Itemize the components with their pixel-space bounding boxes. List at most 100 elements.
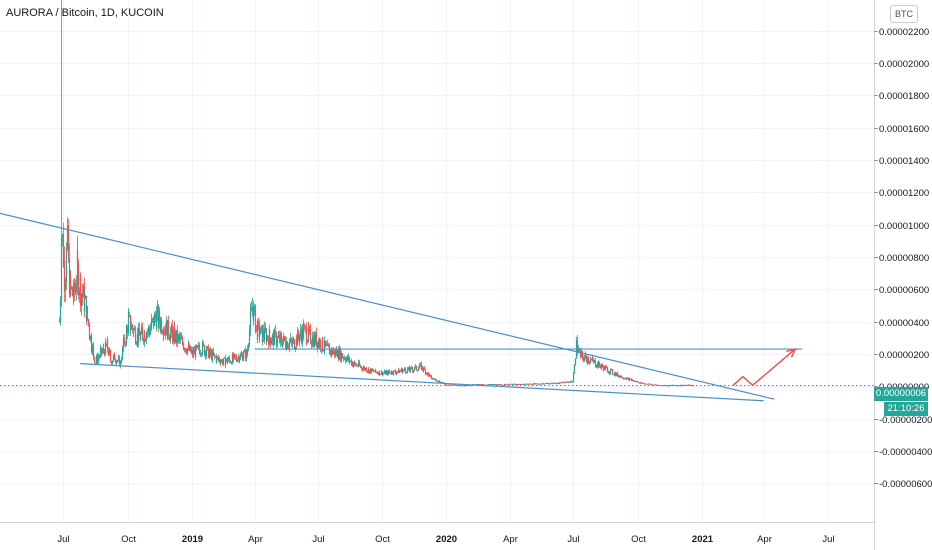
candle-body	[77, 264, 80, 296]
candle-body	[672, 384, 675, 386]
candle-body	[610, 369, 613, 371]
candle-body	[337, 349, 340, 359]
candle-body	[690, 385, 693, 387]
candle-body	[427, 373, 430, 377]
candle-body	[336, 350, 339, 358]
descending-resistance	[0, 212, 775, 400]
candle-body	[599, 365, 602, 368]
candle-body	[419, 363, 422, 365]
candle-body	[369, 368, 372, 373]
candle-body	[299, 330, 302, 337]
candle-body	[329, 350, 332, 355]
candle-body	[409, 367, 412, 372]
candle-body	[286, 341, 289, 349]
candle-body	[497, 384, 500, 385]
candle-body	[509, 384, 512, 386]
candle-body	[301, 327, 304, 343]
candle-body	[609, 369, 612, 371]
candle-body	[564, 382, 567, 384]
candle-body	[227, 357, 230, 361]
candle-body	[468, 385, 471, 386]
candle-body	[209, 348, 212, 355]
candle-body	[395, 372, 398, 374]
candle-body	[558, 382, 561, 384]
candle-body	[545, 383, 548, 384]
candle-body	[515, 384, 518, 385]
candle-body	[431, 378, 434, 380]
candle-body	[198, 349, 201, 355]
last-price-label: 0.00000006	[874, 387, 928, 401]
candle-body	[634, 380, 637, 382]
candle-body	[274, 330, 277, 333]
candle-body	[151, 318, 154, 320]
candle-body	[633, 381, 636, 382]
candle-body	[236, 358, 239, 362]
drawings[interactable]	[0, 212, 874, 402]
candle-body	[261, 330, 264, 342]
candle-body	[381, 373, 384, 376]
candle-body	[402, 369, 405, 371]
candle-body	[167, 320, 170, 337]
candle-body	[288, 342, 291, 343]
price-axis[interactable]: 0.00002200 0.00002000 0.00001800 0.00001600…	[874, 0, 932, 550]
candle-body	[115, 361, 118, 364]
candle-body	[654, 384, 657, 386]
candle-body	[390, 371, 393, 374]
candle-body	[415, 369, 418, 371]
time-tick-label: Jul	[57, 534, 69, 545]
candle-body	[225, 358, 228, 362]
candle-body	[684, 385, 687, 387]
candle-body	[279, 333, 282, 337]
candle-body	[312, 336, 315, 347]
candle-body	[541, 383, 544, 385]
candle-body	[549, 383, 552, 385]
candle-body	[424, 372, 427, 374]
candle-body	[294, 347, 297, 349]
candle-body	[676, 385, 679, 387]
candle-body	[79, 277, 82, 307]
candle-body	[348, 357, 351, 362]
candle-body	[639, 382, 642, 384]
candle-body	[153, 314, 156, 326]
candle-body	[214, 356, 217, 358]
candle-body	[358, 365, 361, 367]
candle-body	[177, 334, 180, 342]
candle-body	[228, 359, 231, 363]
candle-body	[188, 345, 191, 351]
candle-body	[286, 347, 289, 349]
candle-body	[434, 379, 437, 381]
candle-body	[257, 321, 260, 324]
candle-body	[189, 350, 192, 352]
candle-body	[574, 358, 577, 364]
price-tick-label: -0.00000600	[879, 479, 932, 490]
candle-body	[61, 234, 64, 238]
candle-body	[119, 361, 122, 367]
time-axis[interactable]: Jul Oct 2019 Apr Jul Oct 2020 Apr Jul Oct 2021 Apr J…	[0, 522, 874, 546]
candle-body	[309, 329, 312, 344]
candle-body	[446, 384, 449, 386]
candle-body	[666, 385, 669, 386]
candle-body	[67, 256, 70, 258]
candle-body	[590, 359, 593, 361]
candle-body	[470, 385, 473, 387]
candle-body	[138, 328, 141, 336]
candle-body	[130, 325, 133, 330]
symbol-title[interactable]: AURORA / Bitcoin, 1D, KUCOIN	[6, 7, 164, 19]
candle-body	[396, 371, 399, 373]
candle-body	[171, 331, 174, 342]
candle-body	[284, 340, 287, 347]
candle-body	[133, 328, 136, 330]
grid-lines	[0, 0, 874, 522]
currency-badge[interactable]: BTC	[890, 5, 918, 23]
candle-body	[543, 383, 546, 385]
candle-body	[307, 326, 310, 332]
candle-body	[87, 319, 90, 325]
time-tick-label: 2021	[692, 534, 714, 545]
candle-body	[341, 353, 344, 358]
candle-body	[493, 384, 496, 386]
candle-body	[418, 364, 421, 368]
candle-body	[621, 377, 624, 379]
candle-body	[611, 369, 614, 374]
candle-body	[437, 380, 440, 382]
